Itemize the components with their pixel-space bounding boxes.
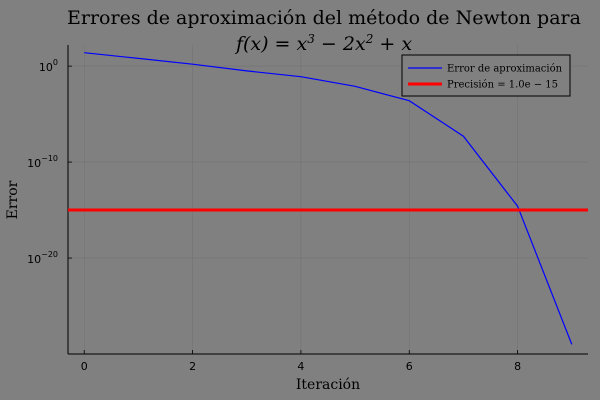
x-axis-label: Iteración (296, 377, 360, 393)
legend-box (401, 54, 571, 97)
y-tick-label: 100 (39, 58, 58, 74)
x-tick-label: 8 (514, 360, 521, 373)
y-tick-label: 10−10 (27, 154, 58, 170)
legend-entry-precision: Precisión = 1.0e − 15 (447, 80, 558, 91)
legend: Error de aproximación Precisión = 1.0e −… (401, 54, 571, 97)
x-tick-label: 4 (297, 360, 304, 373)
chart-subtitle: f(x) = x3 − 2x2 + x (234, 32, 412, 55)
series (68, 52, 588, 345)
x-tick-label: 0 (81, 360, 88, 373)
legend-entry-error: Error de aproximación (447, 64, 563, 75)
axes (67, 45, 588, 355)
x-ticks: 0 2 4 6 8 (81, 350, 521, 373)
y-axis-label: Error (5, 180, 21, 219)
y-tick-label: 10−20 (27, 250, 58, 266)
chart-title: Errores de aproximación del método de Ne… (67, 7, 581, 29)
y-ticks: 100 10−10 10−20 (27, 58, 72, 266)
x-tick-label: 2 (189, 360, 196, 373)
x-tick-label: 6 (406, 360, 413, 373)
series-line-error (84, 52, 573, 345)
